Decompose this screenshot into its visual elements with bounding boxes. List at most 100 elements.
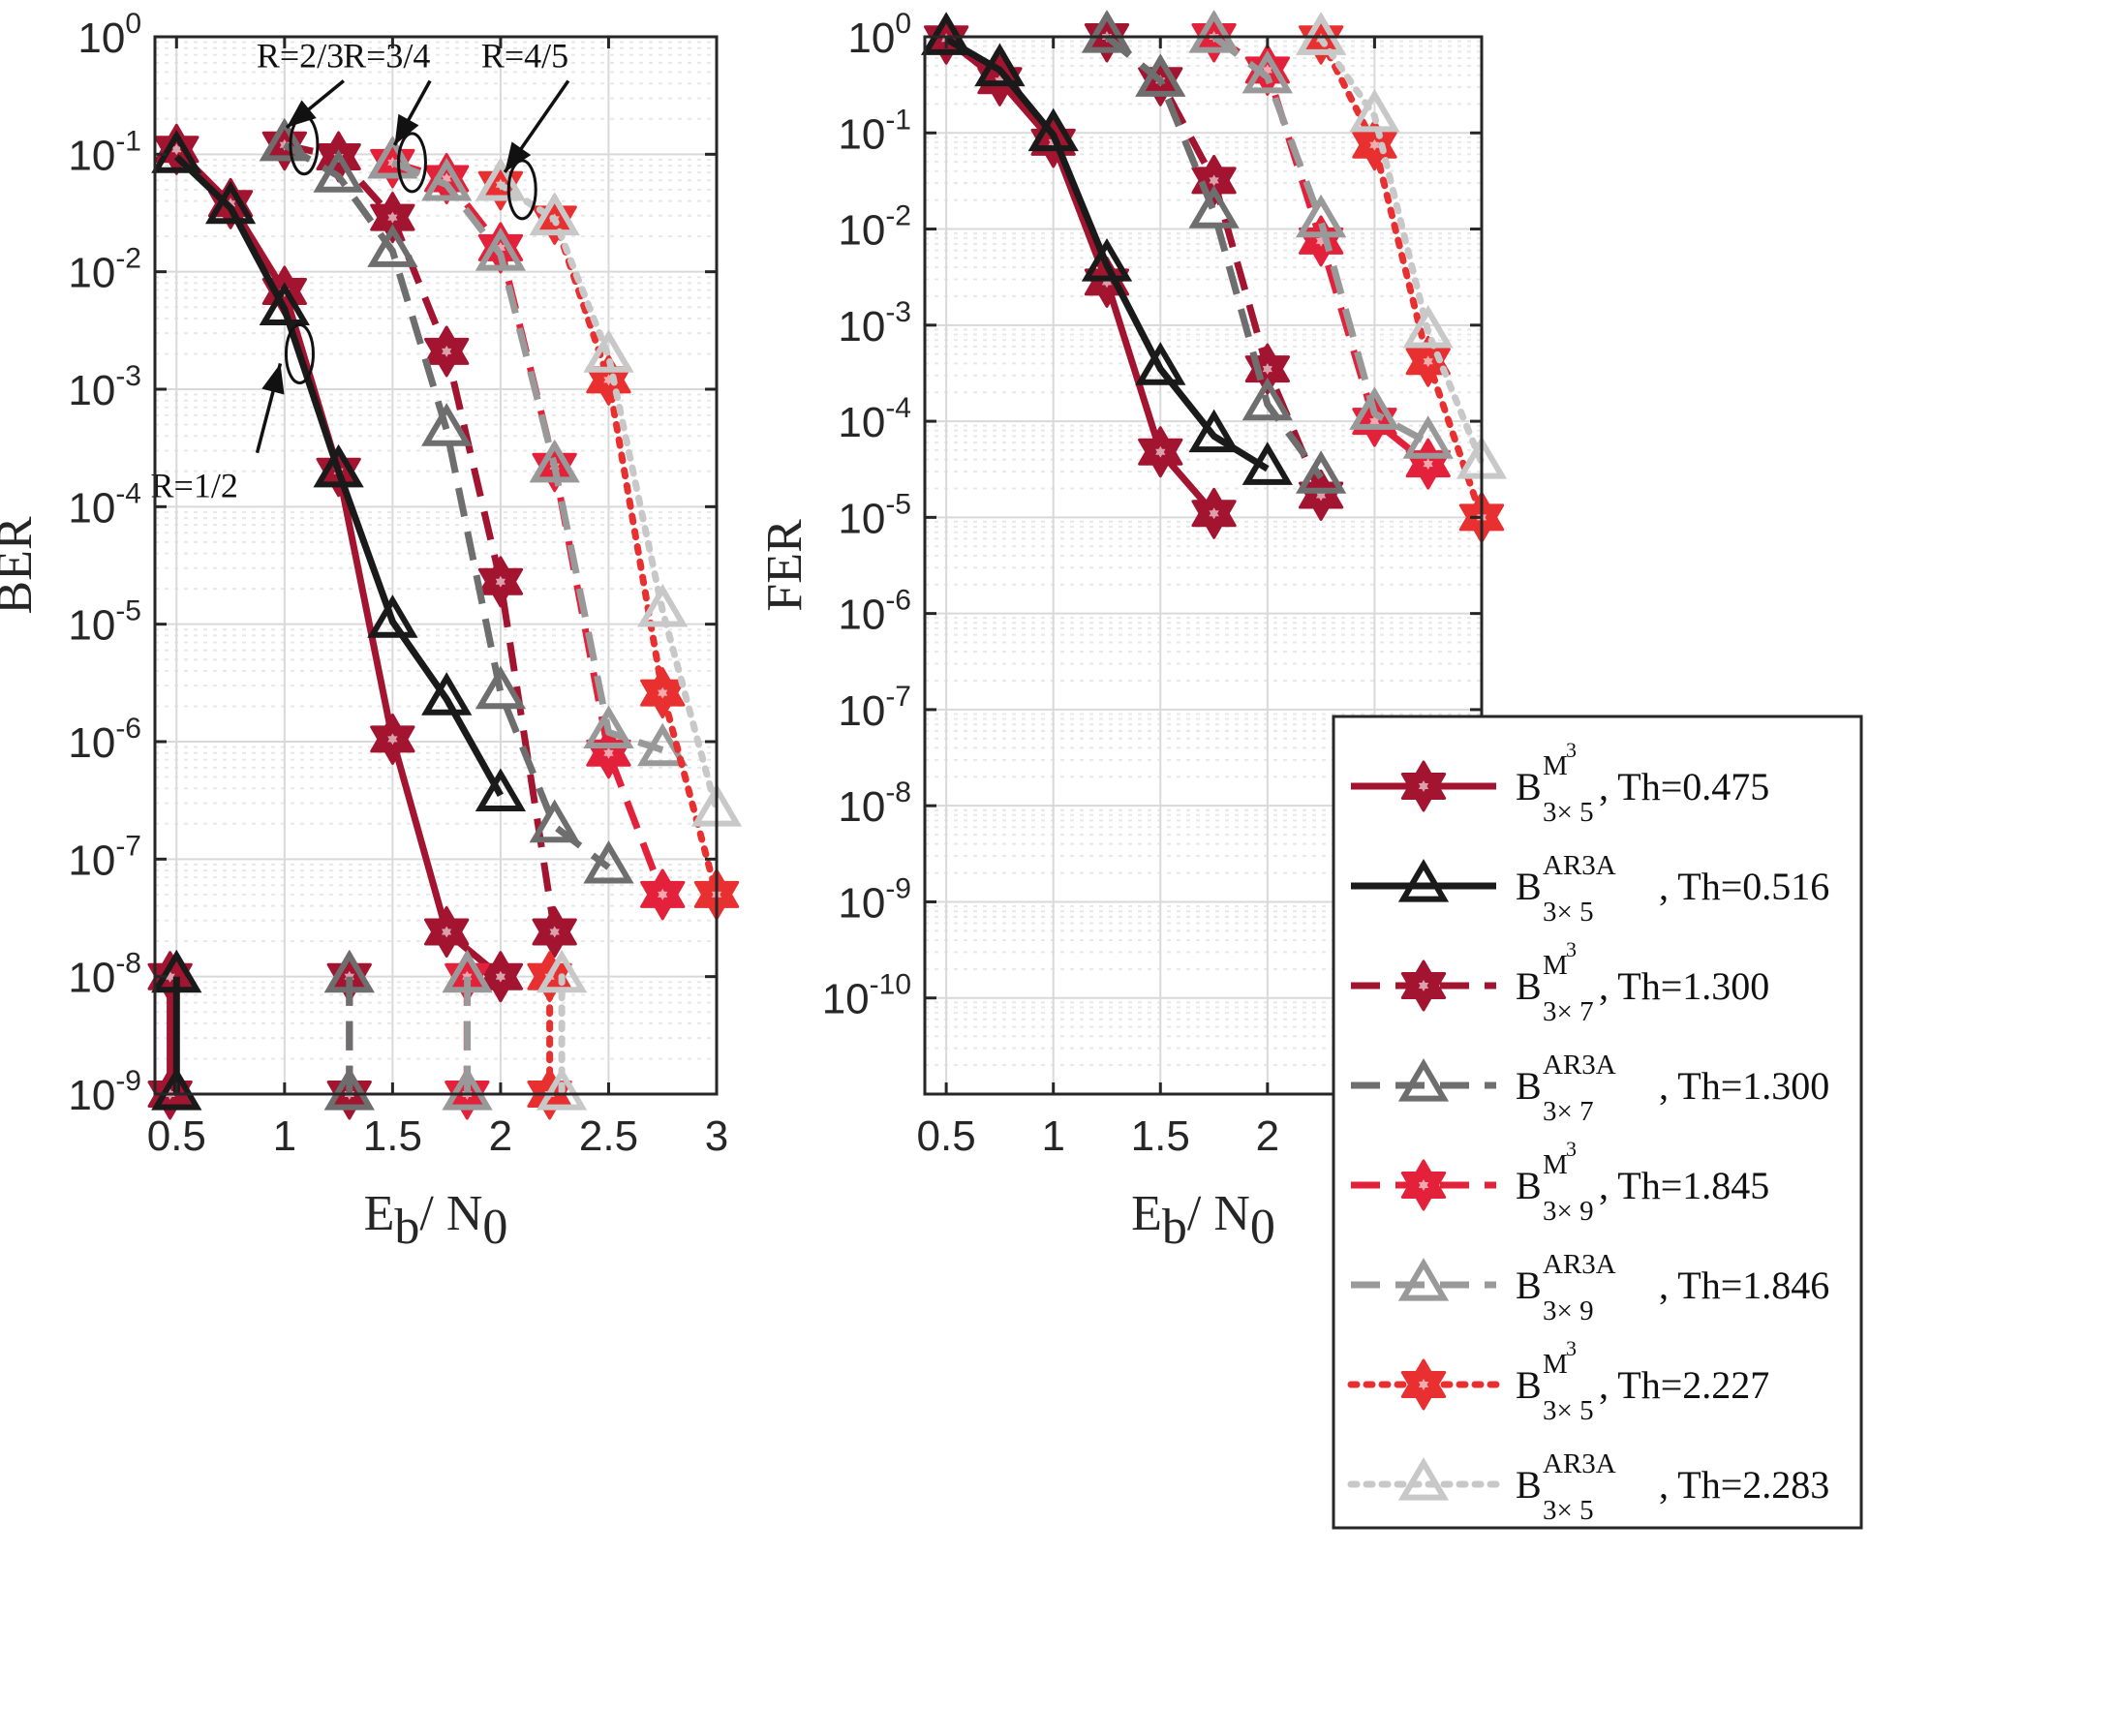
series-7	[1295, 12, 1508, 479]
legend-label: B	[1516, 765, 1542, 808]
panel-right: 0.511.522.5310010-110-210-310-410-510-61…	[757, 8, 1508, 1255]
y-tick-label: 10-4	[838, 392, 911, 446]
legend-label: B	[1516, 1064, 1542, 1108]
marker-triangle	[1402, 415, 1454, 459]
rate-ellipse	[284, 322, 315, 384]
legend-superscript-exp: 3	[1566, 1336, 1577, 1360]
legend-subscript: 3× 9	[1543, 1295, 1594, 1326]
marker-hexagram-center-b	[171, 146, 182, 156]
marker-triangle	[1188, 185, 1240, 228]
marker-hexagram-center-b	[603, 749, 614, 759]
marker-triangle	[259, 282, 310, 325]
marker-triangle	[920, 12, 972, 55]
rate-label: R=4/5	[481, 37, 568, 76]
marker-hexagram-tri-b	[477, 567, 524, 608]
marker-triangle	[442, 949, 493, 993]
marker-triangle	[313, 149, 364, 193]
x-tick-label: 1	[273, 1112, 296, 1160]
data-point	[536, 1067, 588, 1111]
ticks: 0.511.522.5310010-110-210-310-410-510-61…	[822, 8, 1494, 1160]
marker-triangle	[151, 949, 202, 993]
y-tick-label: 10-3	[68, 360, 141, 414]
marker-triangle	[583, 705, 634, 748]
marker-hexagram-center-b	[442, 929, 452, 938]
data-point	[586, 353, 631, 406]
marker-hexagram-center-b	[1101, 279, 1113, 289]
marker-triangle	[367, 224, 418, 267]
marker-hexagram-center-b	[387, 736, 398, 746]
marker-hexagram-tri-b	[1400, 1172, 1447, 1211]
series-line	[1317, 35, 1486, 467]
x-tick-label: 2	[489, 1112, 512, 1160]
marker-triangle	[1295, 194, 1347, 238]
marker-hexagram-center-b	[1423, 461, 1433, 471]
marker-hexagram-center-b	[1262, 67, 1272, 76]
data-point	[204, 180, 257, 225]
legend-threshold: , Th=0.475	[1599, 765, 1769, 808]
marker-hexagram-center-b	[1418, 783, 1429, 792]
series-line	[283, 141, 611, 870]
series-line	[1211, 34, 1430, 446]
series-line	[1104, 34, 1324, 480]
rate-label: R=1/2	[151, 467, 238, 505]
legend-subscript: 3× 7	[1543, 1096, 1594, 1127]
legend-subscript: 3× 7	[1543, 996, 1594, 1027]
marker-triangle	[475, 227, 527, 271]
marker-triangle	[583, 329, 634, 373]
marker-triangle	[475, 768, 527, 811]
marker-triangle	[974, 43, 1026, 87]
data-point	[920, 12, 972, 55]
legend-subscript: 3× 5	[1543, 897, 1594, 928]
data-point	[477, 556, 524, 608]
arrow-head	[505, 141, 532, 172]
marker-hexagram-tri-b	[1405, 450, 1451, 490]
legend-superscript: AR3A	[1543, 850, 1616, 881]
annotations: R=2/3R=3/4 R=4/5 R=1/2	[151, 37, 570, 505]
series-line	[173, 154, 504, 798]
legend-entry: B M3 3× 7, Th=1.300	[1351, 937, 1769, 1027]
arrow-head	[261, 363, 285, 395]
legend-label: B	[1516, 964, 1542, 1008]
x-tick-label: 0.5	[917, 1112, 976, 1160]
data-point	[475, 227, 527, 271]
marker-triangle	[204, 180, 257, 225]
series-9	[151, 949, 202, 1111]
marker-hexagram-center-b	[1315, 492, 1327, 502]
data-point	[475, 768, 527, 811]
legend-threshold: , Th=0.516	[1659, 865, 1829, 908]
data-point	[1138, 426, 1183, 478]
y-tick-label: 10-7	[838, 681, 911, 735]
series-3	[259, 117, 634, 884]
marker-triangle	[421, 157, 473, 201]
marker-triangle	[1397, 1258, 1450, 1301]
legend-label: B	[1516, 1164, 1542, 1207]
marker-hexagram-tri-b	[1400, 972, 1447, 1012]
data-point	[370, 713, 415, 765]
data-point	[536, 949, 588, 993]
marker-triangle	[529, 192, 580, 236]
y-tick-label: 10-5	[838, 488, 911, 542]
series-5	[367, 135, 689, 767]
data-point	[424, 325, 470, 378]
marker-triangle	[323, 949, 375, 993]
data-point	[640, 667, 686, 719]
y-tick-label: 10-2	[68, 243, 141, 297]
data-point	[1191, 487, 1237, 539]
marker-triangle	[1081, 10, 1133, 53]
data-point	[637, 583, 689, 627]
series-line	[497, 181, 720, 814]
marker-hexagram-center-b	[1418, 1382, 1429, 1390]
series-11	[323, 949, 375, 1111]
y-tick-label: 10-1	[838, 104, 911, 158]
series-line	[944, 36, 1270, 472]
data-point	[640, 868, 686, 921]
data-point	[313, 149, 364, 193]
legend-marker	[1397, 859, 1450, 902]
marker-hexagram-tri-b	[370, 203, 415, 244]
series-3	[1081, 10, 1347, 494]
legend-entry: B M3 3× 5, Th=2.227	[1347, 1336, 1769, 1426]
marker-hexagram-center-b	[1209, 510, 1219, 520]
y-tick-label: 10-8	[68, 948, 141, 1002]
data-point	[583, 839, 634, 884]
